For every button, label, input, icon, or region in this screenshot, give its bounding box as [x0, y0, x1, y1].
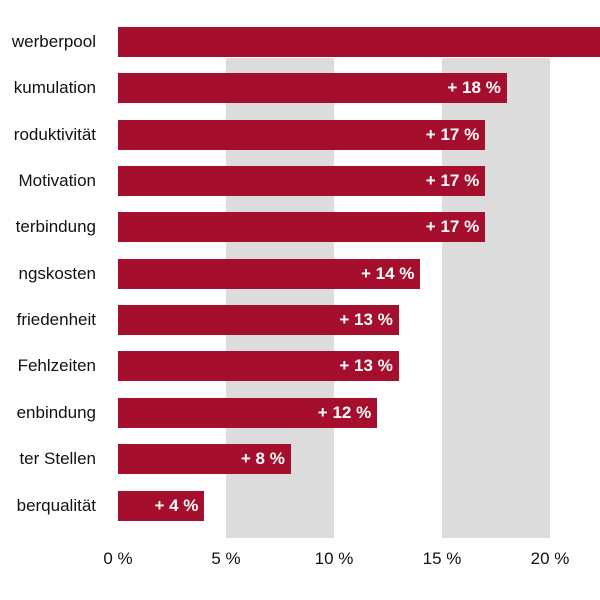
bar: [118, 166, 486, 197]
bar: [118, 444, 291, 475]
value-label: + 8 %: [240, 449, 285, 469]
category-label: berqualität: [16, 495, 96, 515]
bar: [118, 212, 486, 243]
x-tick-label: 20 %: [530, 549, 570, 568]
bar: [118, 305, 399, 336]
value-label: + 13 %: [339, 356, 393, 376]
category-label: enbindung: [16, 402, 96, 422]
value-label: + 17 %: [425, 171, 480, 191]
category-label: ter Stellen: [19, 449, 96, 469]
value-label: + 4 %: [154, 495, 199, 515]
x-tick-label: 15 %: [422, 549, 462, 568]
category-label: roduktivität: [13, 124, 96, 144]
category-label: werberpool: [11, 32, 96, 51]
value-label: + 12 %: [317, 402, 372, 422]
x-tick-label: 0 %: [103, 549, 133, 568]
bar: [118, 258, 421, 289]
value-label: + 13 %: [339, 310, 393, 330]
category-label: kumulation: [13, 78, 96, 98]
category-label: terbindung: [15, 217, 96, 237]
x-tick-label: 5 %: [211, 549, 241, 568]
bar: [118, 119, 486, 150]
x-tick-label: 10 %: [314, 549, 354, 568]
value-label: + 17 %: [425, 217, 480, 237]
category-label: friedenheit: [16, 310, 96, 330]
value-label: + 14 %: [361, 263, 415, 283]
value-label: + 18 %: [447, 78, 501, 98]
category-label: ngskosten: [18, 263, 97, 283]
bar: [118, 351, 399, 382]
value-label: + 17 %: [425, 124, 480, 144]
bar: [118, 397, 378, 428]
bar: [118, 490, 205, 521]
bar: [118, 27, 600, 57]
category-label: Fehlzeiten: [17, 356, 96, 376]
category-label: Motivation: [18, 171, 96, 191]
bar: [118, 73, 507, 104]
